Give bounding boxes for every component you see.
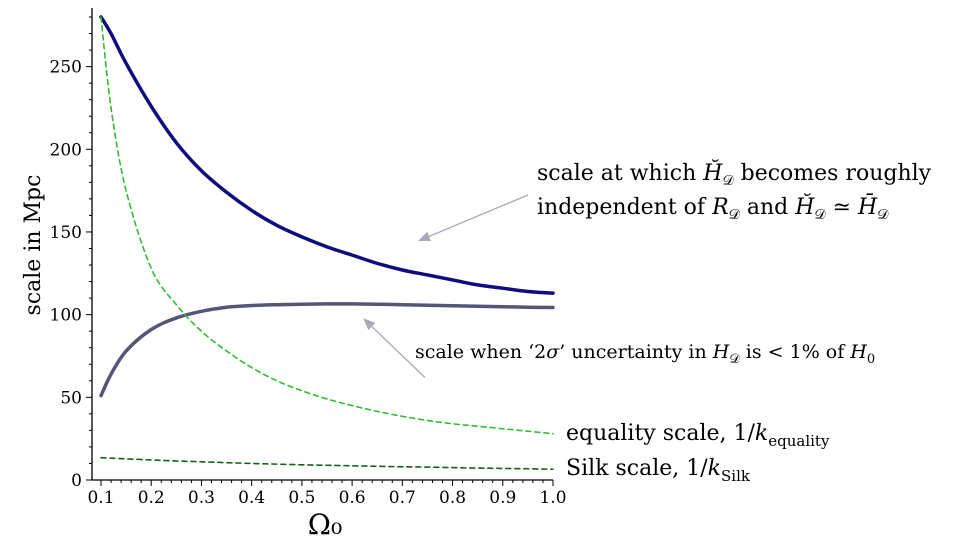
annotation-2sigma-uncertainty: scale when ‘2σ’ uncertainty in H𝒟 is < 1… — [415, 341, 875, 367]
y-axis-label: scale in Mpc — [21, 175, 46, 316]
series-equality-scale — [100, 16, 554, 435]
annotation-equality-scale: equality scale, 1/kequality — [566, 421, 830, 450]
annotation-silk-scale: Silk scale, 1/kSilk — [566, 456, 751, 485]
annotation-arrow-1 — [418, 194, 529, 242]
annotation-hd-independence-line1: scale at which H̆𝒟 becomes roughly — [537, 160, 932, 189]
series-2sigma-scale — [99, 302, 555, 398]
axis-ticks: 0 50 100 150 200 250 0.1 0.2 0.3 0.4 0.5 0.6 0.7 0.8 0… — [50, 16, 567, 508]
y-tick-label: 250 — [50, 58, 82, 78]
y-tick-label: 150 — [50, 223, 82, 243]
x-tick-label: 0.7 — [389, 488, 416, 508]
x-tick-label: 0.6 — [339, 488, 366, 508]
x-tick-label: 0.9 — [489, 488, 516, 508]
x-tick-label: 1.0 — [539, 488, 566, 508]
series-group — [99, 15, 555, 471]
x-tick-label: 0.3 — [188, 488, 215, 508]
y-tick-label: 200 — [50, 140, 82, 160]
series-silk-scale — [100, 456, 554, 471]
y-tick-label: 50 — [60, 388, 82, 408]
y-tick-label: 0 — [71, 471, 82, 491]
x-tick-label: 0.1 — [87, 488, 114, 508]
x-tick-label: 0.8 — [439, 488, 466, 508]
annotation-arrow-2 — [363, 318, 426, 378]
annotation-hd-independence-line2: independent of R𝒟 and H̆𝒟 ≃ H̄𝒟 — [537, 193, 889, 223]
x-tick-label: 0.2 — [138, 488, 165, 508]
y-tick-label: 100 — [50, 306, 82, 326]
x-axis-label: Ω₀ — [308, 508, 342, 541]
x-tick-label: 0.5 — [288, 488, 315, 508]
series-hd-independence-scale — [99, 15, 555, 295]
x-tick-label: 0.4 — [238, 488, 265, 508]
